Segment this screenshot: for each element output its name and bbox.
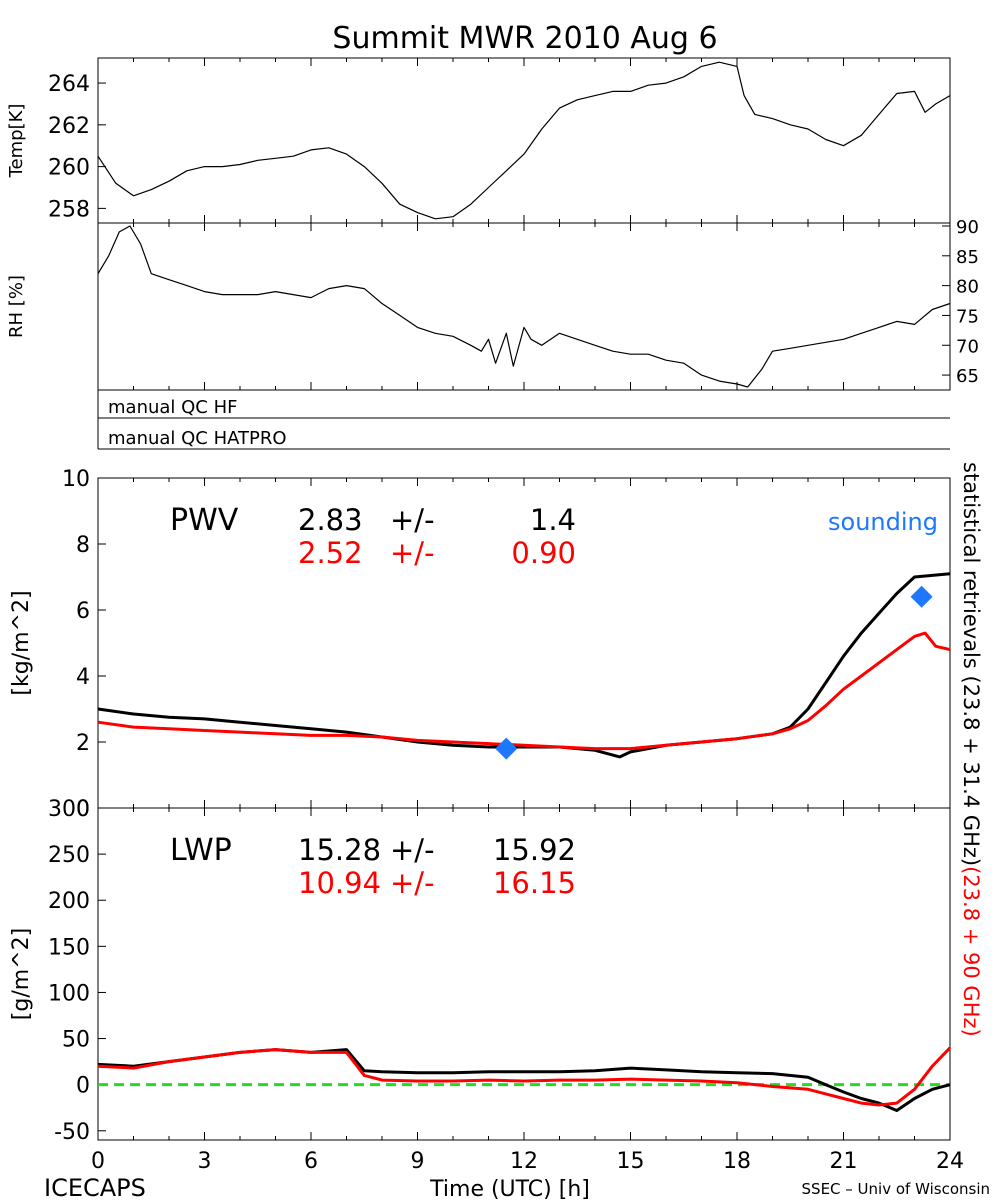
x-tick-label: 15 <box>617 1149 645 1174</box>
lwp-stat-sd: 16.15 <box>493 866 576 900</box>
rh-y-tick-label: 90 <box>956 217 979 238</box>
qc-strip-hatpro-label: manual QC HATPRO <box>108 428 287 449</box>
pwv-y-tick-label: 6 <box>76 599 90 624</box>
x-tick-label: 18 <box>723 1149 751 1174</box>
rh-y-tick-label: 75 <box>956 306 979 327</box>
temp-panel: 258 260 262 264 Temp[K] <box>6 57 951 224</box>
time-axis: 0 3 6 9 12 15 18 21 24 <box>91 1149 964 1174</box>
rh-y-tick-label: 85 <box>956 247 979 268</box>
footer-left-label: ICECAPS <box>44 1174 146 1200</box>
pwv-stat-separator: +/- <box>390 503 435 537</box>
pwv-y-tick-label: 10 <box>62 467 90 492</box>
pwv-sounding-point <box>910 585 933 608</box>
lwp-stat-separator: +/- <box>390 833 435 867</box>
temp-y-tick-label: 258 <box>48 197 90 222</box>
right-label-statistical: statistical retrievals (23.8 + 31.4 GHz)… <box>959 462 983 1037</box>
pwv-y-tick-label: 8 <box>76 533 90 558</box>
right-label-black: statistical retrievals (23.8 + 31.4 GHz) <box>959 462 983 866</box>
pwv-stat-sd: 1.4 <box>530 503 576 537</box>
lwp-stat-separator: +/- <box>390 866 435 900</box>
qc-strip-hf-label: manual QC HF <box>108 397 237 418</box>
lwp-y-tick-label: 100 <box>48 981 90 1006</box>
x-tick-label: 3 <box>198 1149 212 1174</box>
pwv-y-axis-label: [kg/m^2] <box>9 590 34 695</box>
x-tick-label: 0 <box>91 1149 105 1174</box>
lwp-panel: -50 0 50 100 150 200 250 300 [g/m^2] LWP 15.28 +/- 1… <box>9 797 952 1145</box>
rh-y-tick-label: 65 <box>956 366 979 387</box>
right-side-label: statistical retrievals (23.8 + 31.4 GHz)… <box>959 462 983 1037</box>
x-tick-label: 9 <box>411 1149 425 1174</box>
lwp-y-tick-label: -50 <box>54 1120 90 1145</box>
temp-y-tick-label: 262 <box>48 114 90 139</box>
x-tick-label: 6 <box>304 1149 318 1174</box>
pwv-stat-sd: 0.90 <box>511 536 576 570</box>
rh-y-tick-label: 70 <box>956 336 979 357</box>
pwv-legend-sounding: sounding <box>828 508 938 536</box>
lwp-y-tick-label: 300 <box>48 797 90 822</box>
x-tick-label: 12 <box>510 1149 538 1174</box>
lwp-stat-mean: 10.94 <box>298 866 381 900</box>
lwp-y-tick-label: 200 <box>48 889 90 914</box>
right-label-red: (23.8 + 90 GHz) <box>959 866 983 1037</box>
x-tick-label: 24 <box>936 1149 964 1174</box>
lwp-y-tick-label: 150 <box>48 935 90 960</box>
pwv-y-tick-label: 4 <box>76 665 90 690</box>
lwp-panel-label: LWP <box>170 833 232 868</box>
x-axis-label: Time (UTC) [h] <box>429 1177 590 1200</box>
temp-y-axis-label: Temp[K] <box>6 104 27 179</box>
x-tick-label: 21 <box>830 1149 858 1174</box>
pwv-y-tick-label: 2 <box>76 731 90 756</box>
lwp-y-axis-label: [g/m^2] <box>9 928 34 1020</box>
rh-y-tick-label: 80 <box>956 277 979 298</box>
pwv-panel-label: PWV <box>170 503 239 538</box>
pwv-y-tick-label: 0 <box>76 797 90 822</box>
lwp-stat-sd: 15.92 <box>493 833 576 867</box>
footer-right-label: SSEC – Univ of Wisconsin <box>802 1180 990 1198</box>
rh-frame <box>97 222 951 391</box>
lwp-stat-mean: 15.28 <box>298 833 381 867</box>
temp-series-line-black <box>97 61 951 220</box>
chart-title: Summit MWR 2010 Aug 6 <box>332 21 717 56</box>
lwp-series-line-red <box>97 1046 952 1107</box>
pwv-series-line-black <box>97 572 951 759</box>
pwv-stat-mean: 2.83 <box>298 503 363 537</box>
qc-strips: manual QC HF manual QC HATPRO <box>97 390 950 450</box>
pwv-stat-mean: 2.52 <box>298 536 363 570</box>
lwp-y-tick-label: 0 <box>76 1074 90 1099</box>
rh-y-axis-label: RH [%] <box>6 275 27 338</box>
rh-panel: 65 70 75 80 85 90 RH [%] <box>6 217 979 391</box>
temp-y-tick-label: 260 <box>48 156 90 181</box>
lwp-y-tick-label: 250 <box>48 843 90 868</box>
pwv-sounding-point <box>495 737 518 760</box>
pwv-panel: 0 2 4 6 8 10 [kg/m^2] PWV 2.83 +/- 1.4 2.52 +/- 0.90 s… <box>9 467 951 822</box>
temp-y-tick-label: 264 <box>48 72 90 97</box>
lwp-y-tick-label: 50 <box>62 1028 90 1053</box>
temp-frame <box>97 57 951 224</box>
pwv-stat-separator: +/- <box>390 536 435 570</box>
pwv-series-line-red <box>97 631 951 751</box>
rh-series-line-black <box>97 225 951 388</box>
